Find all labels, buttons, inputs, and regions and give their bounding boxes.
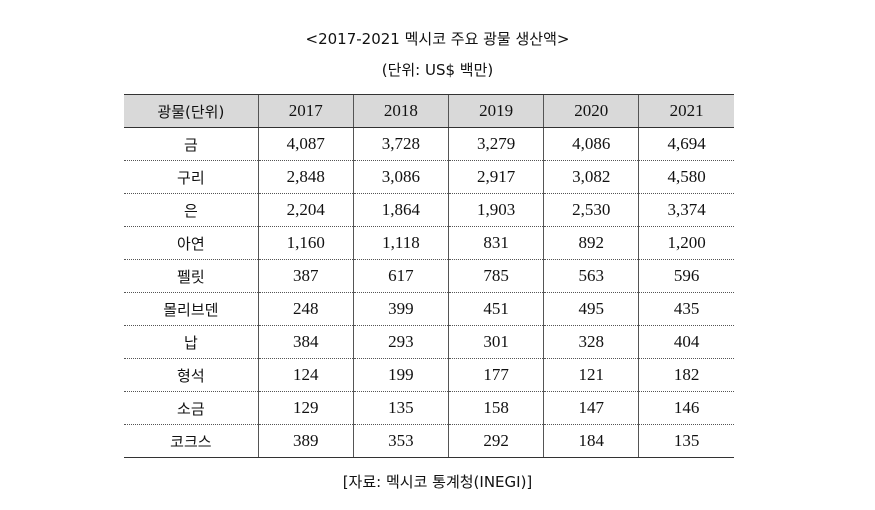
value-cell: 4,086 bbox=[543, 127, 639, 161]
mineral-production-table: 광물(단위) 2017 2018 2019 2020 2021 금 4,087 3,… bbox=[124, 94, 734, 458]
value-cell: 146 bbox=[638, 391, 734, 425]
value-cell: 1,864 bbox=[352, 193, 449, 227]
value-cell: 404 bbox=[638, 325, 734, 359]
table-row: 구리 2,848 3,086 2,917 3,082 4,580 bbox=[124, 160, 734, 194]
header-year: 2021 bbox=[638, 94, 734, 128]
value-cell: 158 bbox=[447, 391, 544, 425]
value-cell: 451 bbox=[447, 292, 544, 326]
table-row: 펠릿 387 617 785 563 596 bbox=[124, 259, 734, 293]
value-cell: 177 bbox=[447, 358, 544, 392]
value-cell: 4,087 bbox=[257, 127, 354, 161]
value-cell: 184 bbox=[543, 424, 639, 458]
table-row: 코크스 389 353 292 184 135 bbox=[124, 424, 734, 458]
value-cell: 387 bbox=[257, 259, 354, 293]
table-row: 아연 1,160 1,118 831 892 1,200 bbox=[124, 226, 734, 260]
value-cell: 301 bbox=[447, 325, 544, 359]
value-cell: 3,086 bbox=[352, 160, 449, 194]
value-cell: 596 bbox=[638, 259, 734, 293]
mineral-name: 몰리브덴 bbox=[124, 292, 259, 326]
value-cell: 3,374 bbox=[638, 193, 734, 227]
value-cell: 435 bbox=[638, 292, 734, 326]
value-cell: 2,848 bbox=[257, 160, 354, 194]
header-year: 2019 bbox=[447, 94, 544, 128]
value-cell: 129 bbox=[257, 391, 354, 425]
value-cell: 292 bbox=[447, 424, 544, 458]
value-cell: 353 bbox=[352, 424, 449, 458]
source-note: [자료: 멕시코 통계청(INEGI)] bbox=[342, 473, 533, 491]
value-cell: 248 bbox=[257, 292, 354, 326]
value-cell: 1,160 bbox=[257, 226, 354, 260]
value-cell: 3,728 bbox=[352, 127, 449, 161]
value-cell: 563 bbox=[543, 259, 639, 293]
value-cell: 199 bbox=[352, 358, 449, 392]
value-cell: 293 bbox=[352, 325, 449, 359]
value-cell: 2,204 bbox=[257, 193, 354, 227]
mineral-name: 코크스 bbox=[124, 424, 259, 458]
mineral-name: 구리 bbox=[124, 160, 259, 194]
value-cell: 3,279 bbox=[447, 127, 544, 161]
mineral-name: 펠릿 bbox=[124, 259, 259, 293]
value-cell: 3,082 bbox=[543, 160, 639, 194]
value-cell: 147 bbox=[543, 391, 639, 425]
mineral-name: 소금 bbox=[124, 391, 259, 425]
value-cell: 135 bbox=[638, 424, 734, 458]
value-cell: 495 bbox=[543, 292, 639, 326]
value-cell: 785 bbox=[447, 259, 544, 293]
value-cell: 135 bbox=[352, 391, 449, 425]
table-row: 은 2,204 1,864 1,903 2,530 3,374 bbox=[124, 193, 734, 227]
value-cell: 1,200 bbox=[638, 226, 734, 260]
header-mineral: 광물(단위) bbox=[124, 94, 259, 128]
value-cell: 2,917 bbox=[447, 160, 544, 194]
value-cell: 4,580 bbox=[638, 160, 734, 194]
header-year: 2017 bbox=[257, 94, 354, 128]
value-cell: 4,694 bbox=[638, 127, 734, 161]
value-cell: 121 bbox=[543, 358, 639, 392]
value-cell: 1,118 bbox=[352, 226, 449, 260]
table-body: 금 4,087 3,728 3,279 4,086 4,694 구리 2,848 3,086 2,… bbox=[124, 127, 734, 458]
value-cell: 831 bbox=[447, 226, 544, 260]
mineral-name: 납 bbox=[124, 325, 259, 359]
table-title: <2017-2021 멕시코 주요 광물 생산액> bbox=[305, 30, 570, 48]
mineral-name: 은 bbox=[124, 193, 259, 227]
value-cell: 399 bbox=[352, 292, 449, 326]
value-cell: 328 bbox=[543, 325, 639, 359]
value-cell: 1,903 bbox=[447, 193, 544, 227]
table-row: 소금 129 135 158 147 146 bbox=[124, 391, 734, 425]
value-cell: 389 bbox=[257, 424, 354, 458]
value-cell: 617 bbox=[352, 259, 449, 293]
mineral-name: 금 bbox=[124, 127, 259, 161]
table-header: 광물(단위) 2017 2018 2019 2020 2021 bbox=[124, 94, 734, 128]
header-year: 2018 bbox=[352, 94, 449, 128]
value-cell: 182 bbox=[638, 358, 734, 392]
table-row: 형석 124 199 177 121 182 bbox=[124, 358, 734, 392]
value-cell: 892 bbox=[543, 226, 639, 260]
header-row: 광물(단위) 2017 2018 2019 2020 2021 bbox=[124, 94, 734, 128]
table-row: 몰리브덴 248 399 451 495 435 bbox=[124, 292, 734, 326]
value-cell: 124 bbox=[257, 358, 354, 392]
header-year: 2020 bbox=[543, 94, 639, 128]
table-row: 납 384 293 301 328 404 bbox=[124, 325, 734, 359]
mineral-name: 아연 bbox=[124, 226, 259, 260]
value-cell: 2,530 bbox=[543, 193, 639, 227]
unit-label: (단위: US$ 백만) bbox=[381, 61, 494, 79]
mineral-name: 형석 bbox=[124, 358, 259, 392]
table-row: 금 4,087 3,728 3,279 4,086 4,694 bbox=[124, 127, 734, 161]
value-cell: 384 bbox=[257, 325, 354, 359]
